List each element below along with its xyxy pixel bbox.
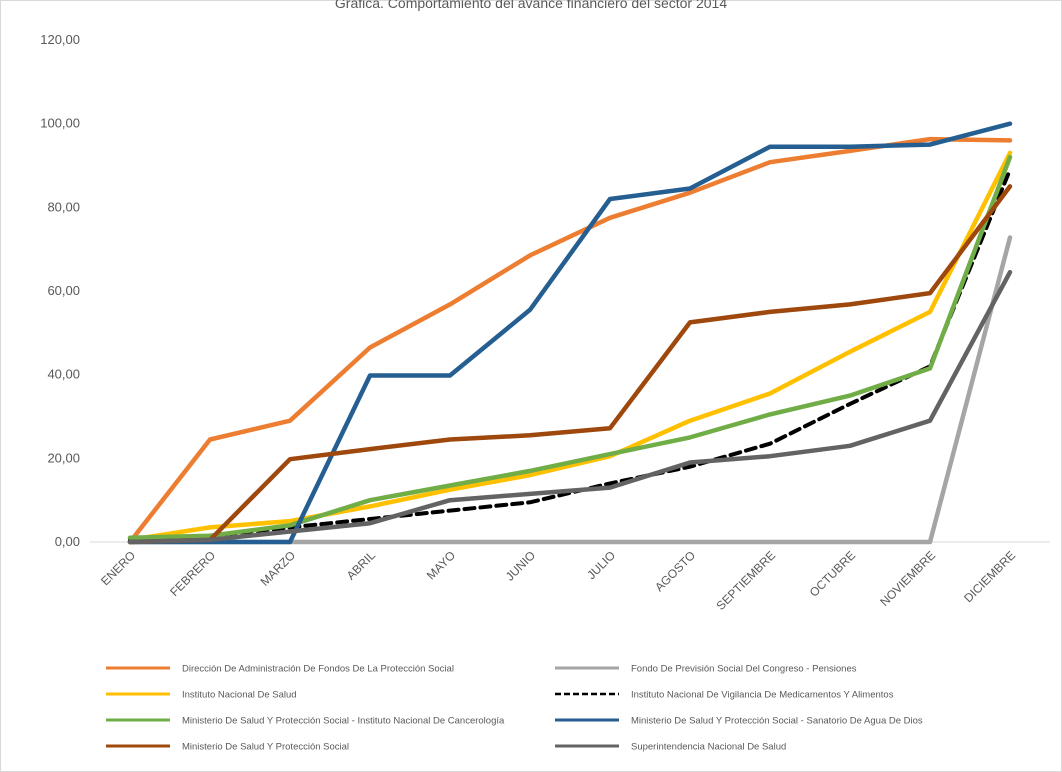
legend-label: Instituto Nacional De Vigilancia De Medi…	[631, 690, 894, 701]
series-line-7	[127, 184, 1013, 545]
legend-label: Ministerio De Salud Y Protección Social …	[631, 716, 923, 727]
x-tick-label: OCTUBRE	[807, 548, 858, 599]
legend-label: Superintendencia Nacional De Salud	[631, 742, 786, 753]
x-tick-label: AGOSTO	[652, 548, 698, 594]
y-tick-label: 20,00	[47, 450, 80, 465]
legend-label: Ministerio De Salud Y Protección Social …	[182, 716, 505, 727]
x-tick-label: FEBRERO	[167, 548, 218, 599]
y-tick-label: 0,00	[55, 534, 80, 549]
chart-title: Gráfica. Comportamiento del avance finan…	[335, 0, 727, 11]
x-tick-label: ABRIL	[344, 548, 379, 583]
legend-label: Instituto Nacional De Salud	[182, 690, 297, 701]
legend-label: Dirección De Administración De Fondos De…	[182, 664, 454, 675]
series-line-1	[127, 136, 1013, 545]
legend: Dirección De Administración De Fondos De…	[106, 664, 923, 753]
x-tick-label: MARZO	[258, 548, 299, 589]
x-tick-label: NOVIEMBRE	[877, 548, 938, 609]
x-tick-label: ENERO	[98, 548, 138, 588]
y-tick-label: 100,00	[40, 116, 80, 131]
series-lines	[127, 121, 1013, 545]
x-tick-label: SEPTIEMBRE	[714, 548, 779, 613]
series-line-5	[127, 154, 1013, 541]
y-tick-label: 60,00	[47, 283, 80, 298]
series-line-3	[127, 150, 1013, 543]
series-line-6	[127, 121, 1013, 545]
series-line-8	[127, 269, 1013, 545]
x-tick-label: JUNIO	[503, 548, 538, 583]
legend-label: Ministerio De Salud Y Protección Social	[182, 742, 349, 753]
x-axis: ENERO FEBRERO MARZO ABRIL MAYO JUNIO JULIO AGOS…	[90, 541, 1050, 613]
y-axis: 0,00 20,00 40,00 60,00 80,00 100,00 120,00	[40, 32, 80, 549]
x-tick-label: MAYO	[424, 548, 458, 582]
x-tick-label: DICIEMBRE	[961, 548, 1018, 605]
y-tick-label: 80,00	[47, 199, 80, 214]
y-tick-label: 40,00	[47, 367, 80, 382]
legend-label: Fondo De Previsión Social Del Congreso -…	[631, 664, 857, 675]
y-tick-label: 120,00	[40, 32, 80, 47]
x-tick-label: JULIO	[584, 548, 618, 582]
